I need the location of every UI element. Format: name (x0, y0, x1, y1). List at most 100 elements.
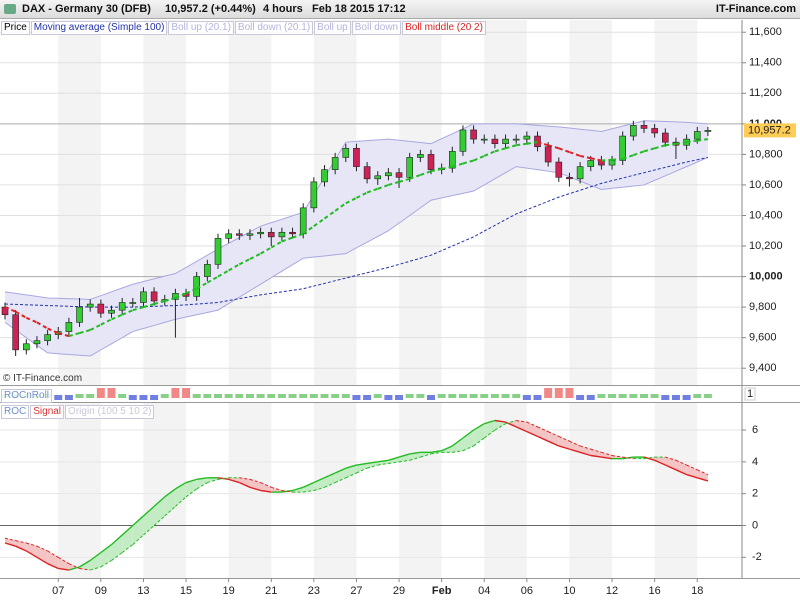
strip-bar (341, 394, 350, 398)
boll-middle (377, 183, 389, 190)
candle-body (651, 128, 658, 134)
signal-line (260, 482, 272, 488)
signal-line (26, 542, 38, 547)
plot-layer (1, 120, 712, 571)
y-tick-label: 0 (752, 519, 758, 531)
strip-bar (320, 394, 329, 398)
strip-bar (597, 394, 606, 398)
candle-body (704, 130, 712, 132)
boll-middle (89, 323, 102, 331)
boll-middle (409, 174, 421, 180)
boll-middle (260, 246, 272, 255)
boll-middle (611, 157, 623, 161)
signal-line (111, 552, 123, 561)
boll-middle (36, 321, 49, 330)
roc-line (68, 566, 80, 571)
candle-body (619, 135, 627, 161)
candle-body (427, 154, 435, 170)
strip-bar (416, 394, 425, 398)
candle-body (576, 166, 584, 180)
boll-middle (4, 306, 17, 313)
boll-upper (4, 120, 708, 300)
strip-bar (224, 394, 233, 398)
boll-middle (665, 142, 677, 147)
boll-middle (270, 240, 283, 249)
strip-bar (75, 394, 84, 398)
boll-middle (388, 180, 400, 186)
stripe (569, 403, 613, 578)
roc-line (164, 488, 176, 498)
boll-middle (79, 329, 91, 335)
signal-line (175, 496, 187, 507)
signal-line (473, 437, 485, 447)
boll-middle (675, 141, 687, 145)
strip-bar (373, 394, 382, 398)
signal-line (100, 560, 112, 568)
roc-line (175, 481, 187, 490)
boll-middle (558, 147, 570, 154)
candle-body (417, 154, 424, 158)
legend-item: Boll up (20.1) (168, 21, 234, 35)
signal-line (121, 544, 134, 553)
boll-middle (430, 167, 442, 173)
roc-signal-fill (494, 420, 506, 431)
boll-middle (590, 157, 602, 162)
boll-middle (185, 287, 198, 295)
strip-bar (565, 388, 574, 398)
roc-signal-fill (324, 473, 336, 488)
signal-line (207, 478, 219, 484)
band-fill (5, 120, 708, 356)
roc-line (58, 567, 70, 571)
strip-bar (256, 394, 265, 398)
roc-signal-fill (388, 457, 400, 464)
signal-line (239, 477, 251, 480)
boll-middle (622, 154, 634, 160)
roc-line (36, 556, 48, 565)
boll-middle (313, 217, 326, 227)
candle-body (459, 129, 467, 152)
y-tick-label: 1 (747, 388, 753, 400)
roc-line (132, 515, 144, 527)
roc-signal-fill (377, 460, 389, 466)
y-tick-label: 9,600 (749, 332, 777, 344)
roc-signal-fill (590, 449, 602, 458)
candle-body (118, 302, 126, 311)
candle-body (544, 146, 552, 163)
boll-middle (452, 162, 464, 168)
boll-middle (697, 138, 709, 142)
signal-line (430, 451, 442, 455)
candle-body (257, 231, 264, 235)
strip-bar (618, 394, 627, 398)
boll-middle (153, 300, 166, 306)
candle-body (374, 175, 382, 180)
strip-bar (469, 394, 478, 398)
strip-bar (480, 394, 489, 398)
boll-middle (505, 144, 517, 150)
candle-body (534, 135, 541, 148)
x-tick-label: 27 (350, 585, 362, 597)
header-timestamp: Feb 18 2015 17:12 (312, 3, 406, 15)
strip-bar (544, 388, 553, 398)
roc-line (697, 477, 709, 482)
strip-bar (490, 394, 499, 398)
candle-body (342, 147, 350, 158)
x-tick-label: 13 (137, 585, 149, 597)
x-tick-label: 06 (521, 585, 533, 597)
boll-middle (238, 258, 251, 266)
roc-line (260, 489, 272, 493)
boll-middle (654, 144, 666, 150)
x-tick-label: 21 (265, 585, 277, 597)
roc-line (494, 419, 506, 423)
boll-middle (111, 313, 123, 321)
candle-body (555, 161, 563, 178)
boll-middle (25, 316, 38, 324)
candle-body (33, 340, 41, 345)
strip-bar (299, 394, 308, 398)
strip-bar (650, 394, 659, 398)
roc-signal-fill (122, 525, 133, 553)
last-price-label: 10,957.2 (748, 124, 791, 136)
strip-bar (96, 388, 105, 398)
roc-line (249, 486, 261, 492)
strip-bar (395, 395, 404, 400)
y-tick-label: 10,800 (749, 148, 783, 160)
